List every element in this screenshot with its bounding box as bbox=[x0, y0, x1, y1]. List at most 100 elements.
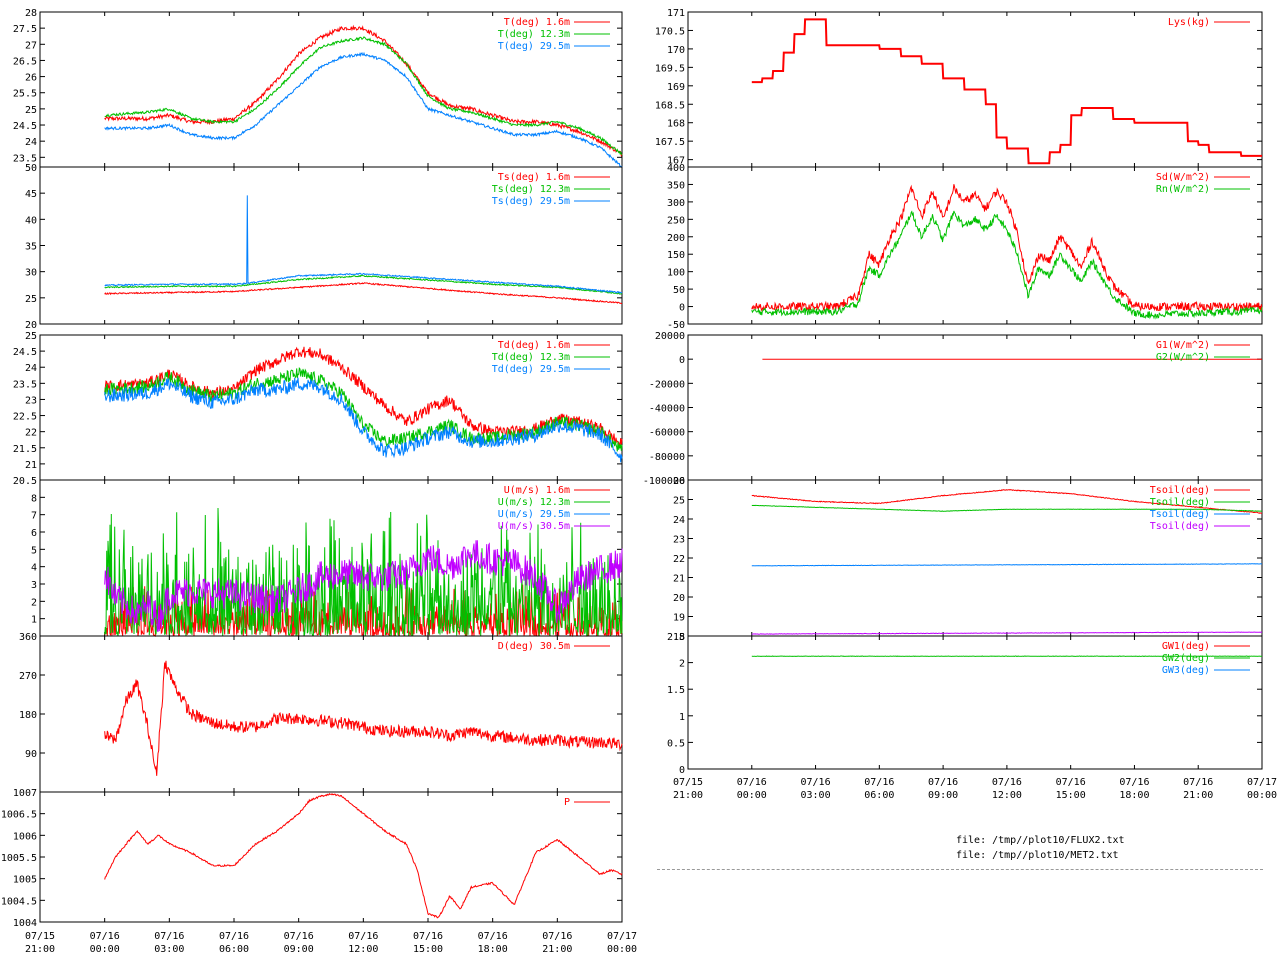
series-line bbox=[104, 792, 623, 919]
legend-label: Ts(deg) 29.5m bbox=[492, 196, 570, 207]
time-label-hour: 15:00 bbox=[1056, 790, 1086, 801]
y-tick-label: 300 bbox=[667, 198, 685, 209]
chart-u: 1 2 3 4 5 6 7 8 U(m/s) 1.6mU(m/s) 12.3mU(m/s) 29… bbox=[31, 479, 623, 638]
y-tick-label: 24.5 bbox=[13, 121, 37, 132]
y-tick-label: 27 bbox=[25, 40, 37, 51]
chart-tsoil: 181920212223242526Tsoil(deg)Tsoil(deg)Ts… bbox=[673, 476, 1263, 643]
y-tick-label: 2 bbox=[31, 597, 37, 608]
y-tick-label: 25 bbox=[25, 331, 37, 342]
time-label-date: 07/16 bbox=[154, 931, 184, 942]
legend-label: Td(deg) 1.6m bbox=[498, 340, 570, 351]
y-tick-label: 1005 bbox=[13, 875, 37, 886]
legend-label: T(deg) 29.5m bbox=[498, 41, 570, 52]
y-tick-label: 19 bbox=[673, 613, 685, 624]
y-tick-label: 27.5 bbox=[13, 24, 37, 35]
y-tick-label: 169.5 bbox=[655, 63, 685, 74]
series-line bbox=[104, 51, 623, 168]
y-tick-label: 200 bbox=[667, 233, 685, 244]
legend-label: Sd(W/m^2) bbox=[1156, 172, 1210, 183]
chart-g: -100000 -80000 -60000 -40000 -20000 0 20000 G1(… bbox=[643, 331, 1263, 487]
series-line bbox=[751, 489, 1263, 514]
y-tick-label: 2 bbox=[679, 659, 685, 670]
chart-lys: 167 167.5 168 168.5 169 169.5 170 170.5 171 Lys(k… bbox=[655, 8, 1263, 168]
time-label-date: 07/17 bbox=[607, 931, 637, 942]
y-tick-label: 50 bbox=[673, 285, 685, 296]
legend-label: GW3(deg) bbox=[1162, 665, 1210, 676]
y-tick-label: 23.5 bbox=[13, 379, 37, 390]
time-label-hour: 18:00 bbox=[478, 944, 508, 955]
time-label-date: 07/16 bbox=[1183, 777, 1213, 788]
file-label-met: file: /tmp//plot10/MET2.txt bbox=[956, 850, 1119, 861]
legend-label: Tsoil(deg) bbox=[1150, 509, 1210, 520]
legend-label: U(m/s) 1.6m bbox=[504, 485, 570, 496]
y-tick-label: 23 bbox=[25, 395, 37, 406]
time-label-date: 07/16 bbox=[284, 931, 314, 942]
y-tick-label: 7 bbox=[31, 511, 37, 522]
legend-label: D(deg) 30.5m bbox=[498, 641, 570, 652]
y-tick-label: 23.5 bbox=[13, 153, 37, 164]
time-label-date: 07/16 bbox=[992, 777, 1022, 788]
y-tick-label: 24 bbox=[673, 515, 685, 526]
chart-gw: 0 0.5 1 1.5 2 2.5 GW1(deg)GW2(deg)GW3(deg) bbox=[667, 632, 1263, 776]
legend-label: Lys(kg) bbox=[1168, 17, 1210, 28]
y-tick-label: 167.5 bbox=[655, 137, 685, 148]
legend-label: U(m/s) 12.3m bbox=[498, 497, 570, 508]
time-label-hour: 21:00 bbox=[1183, 790, 1213, 801]
series-line bbox=[104, 195, 623, 294]
series-line bbox=[104, 366, 623, 452]
series-line bbox=[751, 18, 1262, 165]
plot-frame bbox=[39, 791, 623, 923]
y-tick-label: 1.5 bbox=[667, 685, 685, 696]
y-tick-label: 0 bbox=[679, 355, 685, 366]
file-label-flux: file: /tmp//plot10/FLUX2.txt bbox=[956, 835, 1125, 846]
y-tick-label: 40 bbox=[25, 215, 37, 226]
time-label-date: 07/15 bbox=[673, 777, 703, 788]
time-label-hour: 15:00 bbox=[413, 944, 443, 955]
y-tick-label: -100000 bbox=[643, 476, 685, 487]
separator-line bbox=[657, 869, 1263, 870]
y-tick-label: 45 bbox=[25, 189, 37, 200]
time-label-hour: 12:00 bbox=[992, 790, 1022, 801]
y-tick-label: 24.5 bbox=[13, 347, 37, 358]
time-label-hour: 06:00 bbox=[864, 790, 894, 801]
y-tick-label: 360 bbox=[19, 632, 37, 643]
y-tick-label: 270 bbox=[19, 671, 37, 682]
series-line bbox=[104, 507, 623, 637]
y-tick-label: 1007 bbox=[13, 788, 37, 799]
y-tick-label: 168.5 bbox=[655, 100, 685, 111]
y-tick-label: 20 bbox=[25, 320, 37, 331]
legend-label: Rn(W/m^2) bbox=[1156, 184, 1210, 195]
y-tick-label: 180 bbox=[19, 710, 37, 721]
y-tick-label: 8 bbox=[31, 493, 37, 504]
y-tick-label: 171 bbox=[667, 8, 685, 19]
y-tick-label: 167 bbox=[667, 156, 685, 167]
y-tick-label: 3 bbox=[31, 580, 37, 591]
time-label-date: 07/16 bbox=[90, 931, 120, 942]
y-tick-label: 25 bbox=[25, 294, 37, 305]
time-label-date: 07/15 bbox=[25, 931, 55, 942]
y-tick-label: 0 bbox=[679, 303, 685, 314]
y-tick-label: 23 bbox=[673, 535, 685, 546]
legend-label: Tsoil(deg) bbox=[1150, 521, 1210, 532]
legend-label: T(deg) 1.6m bbox=[504, 17, 570, 28]
series-line bbox=[751, 631, 1263, 635]
time-label-date: 07/16 bbox=[413, 931, 443, 942]
y-tick-label: 150 bbox=[667, 250, 685, 261]
legend-label: Td(deg) 29.5m bbox=[492, 364, 570, 375]
y-tick-label: 24 bbox=[25, 363, 37, 374]
time-label-date: 07/16 bbox=[219, 931, 249, 942]
y-tick-label: 1 bbox=[31, 615, 37, 626]
y-tick-label: 28 bbox=[25, 8, 37, 19]
y-tick-label: -40000 bbox=[649, 404, 685, 415]
time-label-hour: 09:00 bbox=[284, 944, 314, 955]
y-tick-label: 168 bbox=[667, 119, 685, 130]
legend-label: Td(deg) 12.3m bbox=[492, 352, 570, 363]
plot-frame bbox=[39, 635, 623, 793]
y-tick-label: 26 bbox=[673, 476, 685, 487]
y-tick-label: 21 bbox=[25, 460, 37, 471]
y-tick-label: -50 bbox=[667, 320, 685, 331]
time-label-date: 07/16 bbox=[542, 931, 572, 942]
plot-frame bbox=[687, 166, 1263, 325]
y-tick-label: 24 bbox=[25, 137, 37, 148]
